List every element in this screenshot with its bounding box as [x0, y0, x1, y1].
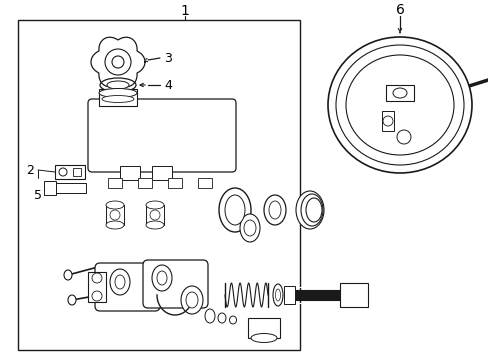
Text: 2: 2: [26, 163, 34, 176]
FancyBboxPatch shape: [142, 260, 207, 308]
Bar: [88, 272, 106, 302]
Ellipse shape: [240, 214, 260, 242]
Text: 4: 4: [164, 78, 172, 91]
Ellipse shape: [146, 201, 163, 209]
Ellipse shape: [157, 271, 167, 285]
Ellipse shape: [219, 188, 250, 232]
Ellipse shape: [250, 333, 276, 342]
Ellipse shape: [115, 275, 125, 289]
Ellipse shape: [181, 286, 203, 314]
Ellipse shape: [68, 295, 76, 305]
Bar: [247, 318, 280, 338]
Ellipse shape: [268, 201, 281, 219]
Ellipse shape: [64, 270, 72, 280]
Text: 5: 5: [34, 189, 42, 202]
Ellipse shape: [99, 89, 137, 98]
Ellipse shape: [295, 191, 324, 229]
Ellipse shape: [229, 316, 236, 324]
Ellipse shape: [224, 195, 244, 225]
Ellipse shape: [244, 220, 256, 236]
Bar: [138, 178, 152, 188]
Bar: [198, 178, 212, 188]
Ellipse shape: [272, 284, 283, 306]
Bar: [73, 168, 81, 176]
FancyBboxPatch shape: [95, 263, 160, 311]
Ellipse shape: [102, 95, 134, 103]
Ellipse shape: [185, 292, 198, 308]
Circle shape: [105, 49, 131, 75]
Ellipse shape: [150, 210, 160, 220]
FancyBboxPatch shape: [88, 99, 236, 172]
Bar: [385, 85, 413, 101]
Ellipse shape: [100, 78, 136, 92]
Ellipse shape: [146, 221, 163, 229]
Ellipse shape: [346, 55, 453, 155]
Circle shape: [59, 168, 67, 176]
Bar: [381, 111, 393, 131]
Bar: [284, 286, 294, 304]
Text: 6: 6: [395, 3, 404, 17]
Bar: [106, 205, 124, 225]
Ellipse shape: [327, 37, 471, 173]
Ellipse shape: [204, 309, 215, 323]
Bar: [339, 283, 367, 307]
Ellipse shape: [152, 265, 172, 291]
Ellipse shape: [218, 313, 225, 323]
Bar: [99, 89, 137, 106]
Ellipse shape: [275, 289, 280, 301]
Polygon shape: [91, 37, 145, 87]
Circle shape: [112, 56, 124, 68]
Ellipse shape: [305, 198, 321, 222]
Circle shape: [382, 116, 392, 126]
Circle shape: [396, 130, 410, 144]
Ellipse shape: [110, 210, 120, 220]
Bar: [146, 205, 163, 225]
Ellipse shape: [110, 269, 130, 295]
Circle shape: [92, 273, 102, 283]
Bar: [152, 166, 172, 180]
Text: 3: 3: [164, 51, 172, 64]
Bar: [18, 20, 299, 350]
Ellipse shape: [106, 221, 124, 229]
Bar: [50, 183, 86, 193]
Text: 1: 1: [180, 4, 189, 18]
Bar: [120, 166, 140, 180]
Ellipse shape: [392, 88, 406, 98]
Ellipse shape: [106, 201, 124, 209]
Bar: [55, 165, 85, 179]
Bar: [108, 178, 122, 188]
Ellipse shape: [107, 81, 129, 89]
Bar: [168, 178, 182, 188]
Ellipse shape: [335, 45, 463, 165]
Circle shape: [92, 291, 102, 301]
Ellipse shape: [301, 194, 323, 226]
Bar: [44, 181, 56, 195]
Ellipse shape: [264, 195, 285, 225]
